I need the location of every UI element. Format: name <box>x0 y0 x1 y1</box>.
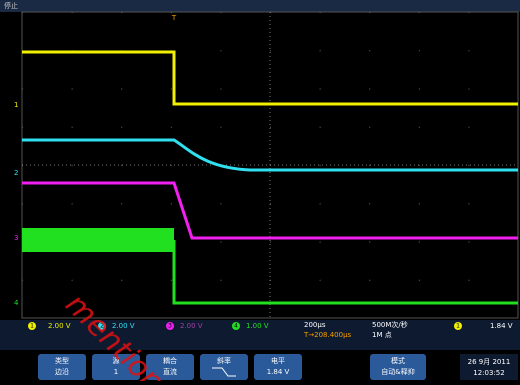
delay: T→208.400µs <box>303 331 352 339</box>
menu-value: 直流 <box>163 367 177 376</box>
ch2-num: 2 <box>100 323 104 330</box>
ch3-marker: 3 <box>14 234 18 242</box>
slope-icon <box>212 367 236 377</box>
menu-title: 斜率 <box>217 356 231 365</box>
ch2-scale: 2.00 V <box>112 322 135 330</box>
record-length: 1M 点 <box>372 331 392 339</box>
menu-title: 电平 <box>271 356 285 365</box>
info-bar <box>0 320 520 350</box>
menu-title: 耦合 <box>163 356 177 365</box>
ch3-badge <box>166 322 174 330</box>
ch1-badge <box>28 322 36 330</box>
ch1-scale: 2.00 V <box>48 322 71 330</box>
menu-button[interactable] <box>38 354 86 380</box>
clock-box <box>460 354 518 380</box>
ch3-trace <box>22 181 518 240</box>
ch1-trace <box>22 50 518 106</box>
ch3-num: 3 <box>168 323 172 330</box>
menu-title: 源 <box>113 356 120 365</box>
menu-title: 类型 <box>55 356 69 365</box>
trig-source: 1 <box>456 323 460 330</box>
ch4-badge <box>232 322 240 330</box>
ch4-num: 4 <box>234 323 238 330</box>
date: 26 9月 2011 <box>468 358 511 366</box>
menu-title: 模式 <box>391 356 405 365</box>
time: 12:03:52 <box>473 369 504 377</box>
ch4-scale: 1.00 V <box>246 322 269 330</box>
status: 停止 <box>4 1 18 10</box>
ch1-marker: 1 <box>14 101 18 109</box>
ch4-trace <box>172 240 518 305</box>
menu: 类型 边沿 源 1 耦合 直流 斜率 电平 1.84 V 模式 自动&释抑 <box>38 354 426 380</box>
menu-value: 边沿 <box>55 367 69 376</box>
ch4-burst <box>22 228 174 252</box>
ch1-num: 1 <box>30 323 34 330</box>
menu-button[interactable] <box>370 354 426 380</box>
trig-badge <box>454 322 462 330</box>
sample-rate: 500M次/秒 <box>372 320 408 329</box>
timebase: 200µs <box>304 321 326 329</box>
trigger-pos: T <box>171 14 177 22</box>
ch3-scale: 2.00 V <box>180 322 203 330</box>
ch4-marker: 4 <box>14 299 19 307</box>
ch2-marker: 2 <box>14 169 18 177</box>
menu-value: 自动&释抑 <box>381 367 414 376</box>
menu-button[interactable] <box>146 354 194 380</box>
ch2-trace <box>22 138 518 172</box>
menu-button[interactable] <box>200 354 248 380</box>
top-bar <box>0 0 520 12</box>
menu-value: 1.84 V <box>267 368 290 376</box>
trig-level: 1.84 V <box>490 322 513 330</box>
menu-button[interactable] <box>254 354 302 380</box>
menu-value: 1 <box>114 368 118 376</box>
menu-button[interactable] <box>92 354 140 380</box>
ch2-badge <box>98 322 106 330</box>
